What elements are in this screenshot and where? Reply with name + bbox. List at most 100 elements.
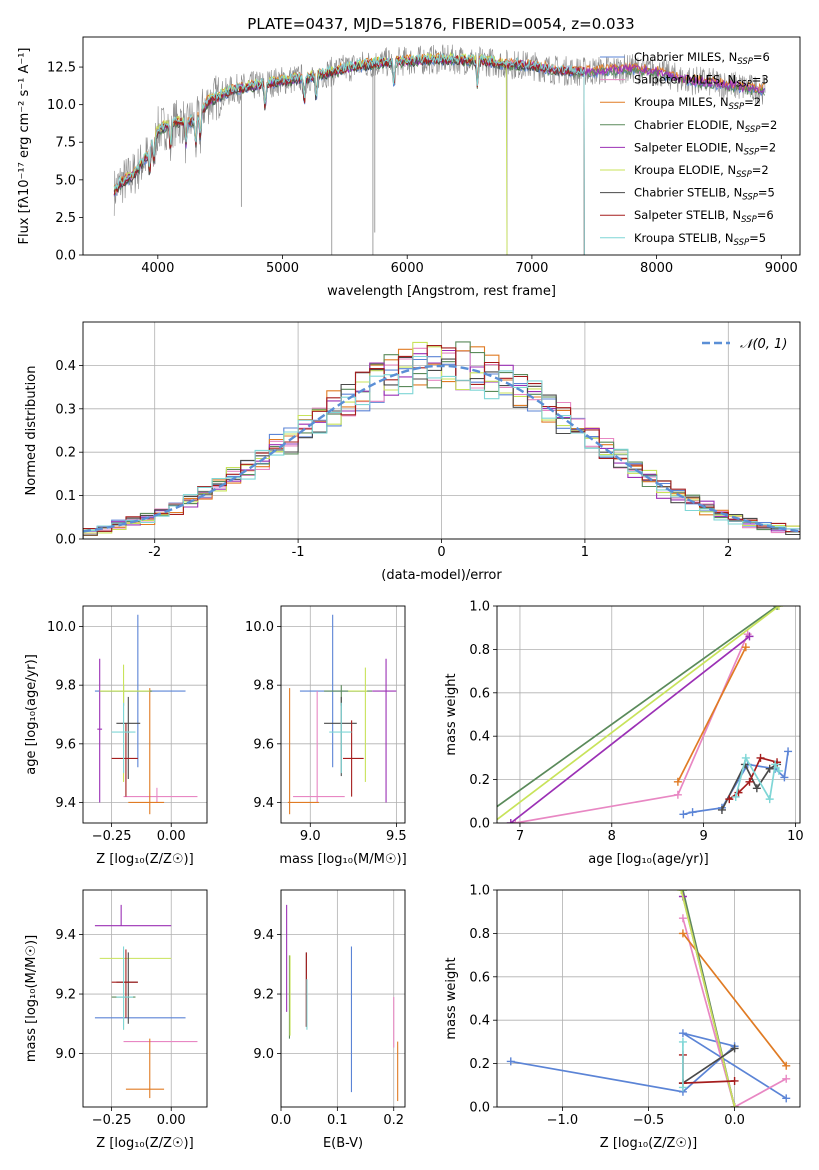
- weight-marker: [741, 643, 750, 652]
- x-tick-label: 0.00: [157, 1113, 186, 1128]
- model-spectrum-line: [113, 54, 585, 255]
- x-tick-label: 0.00: [157, 829, 186, 844]
- legend-label: Kroupa MILES, NSSP=2: [634, 95, 761, 112]
- x-tick-label: 4000: [141, 261, 174, 276]
- model-spectrum-line: [113, 56, 765, 195]
- legend-label-sub: SSP: [729, 102, 745, 112]
- weight-marker: [506, 1057, 515, 1066]
- y-tick-label: 12.5: [47, 61, 76, 76]
- y-tick-label: 9.4: [253, 796, 274, 811]
- legend-label-sub: SSP: [741, 215, 757, 225]
- plot-area: [506, 890, 791, 1107]
- x-axis-label: age [log₁₀(age/yr)]: [588, 852, 709, 867]
- y-tick-label: 0.0: [469, 1101, 490, 1116]
- weight-line: [677, 646, 747, 783]
- x-axis-label: mass [log₁₀(M/M☉)]: [279, 852, 406, 867]
- weight-marker: [678, 914, 687, 923]
- y-tick-label: 9.4: [55, 928, 76, 943]
- y-tick-label: 9.6: [55, 737, 76, 752]
- weight-marker: [678, 1037, 687, 1046]
- y-tick-label: 0.4: [55, 359, 76, 374]
- plot-area: [83, 341, 800, 539]
- weight-line: [510, 635, 751, 823]
- weight-marker: [765, 795, 774, 804]
- weight-marker: [784, 747, 793, 756]
- legend-label-text: Salpeter STELIB, N: [634, 208, 741, 222]
- y-tick-label: 0.8: [469, 927, 490, 942]
- y-tick-label: 0.1: [55, 489, 76, 504]
- weight-marker: [679, 810, 688, 819]
- x-tick-label: 6000: [391, 261, 424, 276]
- weight-marker: [780, 773, 789, 782]
- weight-marker: [774, 606, 783, 610]
- legend-label-sub: SSP: [734, 238, 750, 248]
- x-tick-label: 8000: [640, 261, 673, 276]
- x-axis-label: wavelength [Angstrom, rest frame]: [327, 284, 556, 299]
- y-tick-label: 9.0: [55, 1047, 76, 1062]
- weight-marker: [717, 805, 726, 814]
- x-tick-label: -2: [148, 545, 161, 560]
- legend-label-text: Chabrier STELIB, N: [634, 186, 742, 200]
- weight-marker: [730, 1103, 739, 1107]
- weight-marker: [756, 753, 765, 762]
- legend-label-sub: SSP: [742, 193, 758, 203]
- y-tick-label: 9.2: [253, 988, 274, 1003]
- legend-label-text: Kroupa MILES, N: [634, 95, 729, 109]
- mass-vs-Z-panel: −0.25 0.00 9.0 9.2 9.4 Z [log₁₀(Z/Z☉)] mass [l…: [24, 889, 208, 1151]
- x-axis-label: (data-model)/error: [381, 568, 502, 583]
- y-tick-label: 1.0: [469, 884, 490, 899]
- weight-marker: [752, 784, 761, 793]
- legend-label-suffix: =2: [752, 163, 769, 177]
- legend-label-text: Kroupa STELIB, N: [634, 231, 734, 245]
- legend-label: 𝒩(0, 1): [740, 337, 787, 352]
- y-tick-label: 9.8: [253, 679, 274, 694]
- y-axis-label: Normed distribution: [24, 366, 39, 496]
- legend-label: Chabrier STELIB, NSSP=5: [634, 186, 775, 203]
- y-tick-label: 2.5: [55, 211, 76, 226]
- axes-frame: [496, 605, 801, 824]
- gaussian-curve: [83, 364, 800, 533]
- legend-label-text: Chabrier ELODIE, N: [634, 118, 745, 132]
- x-tick-label: 9: [699, 829, 707, 844]
- weight-marker: [745, 777, 754, 786]
- weight-marker: [745, 632, 754, 641]
- y-tick-label: 0.3: [55, 402, 76, 417]
- legend-label-suffix: =5: [758, 186, 775, 200]
- x-tick-label: 0: [437, 545, 445, 560]
- legend-label: Salpeter MILES, NSSP=3: [634, 73, 769, 90]
- legend-label: Kroupa STELIB, NSSP=5: [634, 231, 766, 248]
- x-axis-label: E(B-V): [323, 1136, 363, 1151]
- y-tick-label: 0.2: [469, 773, 490, 788]
- legend-label-sub: SSP: [744, 147, 760, 157]
- legend-label-suffix: =3: [752, 73, 769, 87]
- y-tick-label: 9.0: [253, 1047, 274, 1062]
- y-tick-label: 10.0: [245, 620, 274, 635]
- model-spectrum-line: [113, 53, 585, 255]
- axes-frame: [82, 889, 208, 1108]
- weight-marker: [731, 792, 740, 801]
- residual-histogram: [83, 355, 800, 539]
- plot-area: [286, 904, 399, 1102]
- weight-marker: [673, 777, 682, 786]
- legend-label: Salpeter ELODIE, NSSP=2: [634, 140, 776, 157]
- y-tick-label: 0.2: [469, 1057, 490, 1072]
- weight-marker: [773, 606, 782, 610]
- legend-label: Chabrier ELODIE, NSSP=2: [634, 118, 777, 135]
- plot-area: [497, 606, 793, 823]
- weight-marker: [673, 790, 682, 799]
- weight-line: [721, 762, 778, 811]
- weight-marker: [774, 766, 783, 775]
- weight-line: [682, 917, 787, 1107]
- weight-marker: [782, 1094, 791, 1103]
- legend-label-suffix: =2: [744, 95, 761, 109]
- weight-marker: [782, 1074, 791, 1083]
- axes-frame: [280, 889, 406, 1108]
- x-tick-label: 5000: [266, 261, 299, 276]
- y-axis-label: Flux [fλ10⁻¹⁷ erg cm⁻² s⁻¹ A⁻¹]: [17, 48, 32, 245]
- weight-line: [497, 606, 780, 821]
- x-tick-label: 9000: [765, 261, 798, 276]
- x-tick-label: 0.0: [724, 1113, 745, 1128]
- x-tick-label: 9.0: [300, 829, 321, 844]
